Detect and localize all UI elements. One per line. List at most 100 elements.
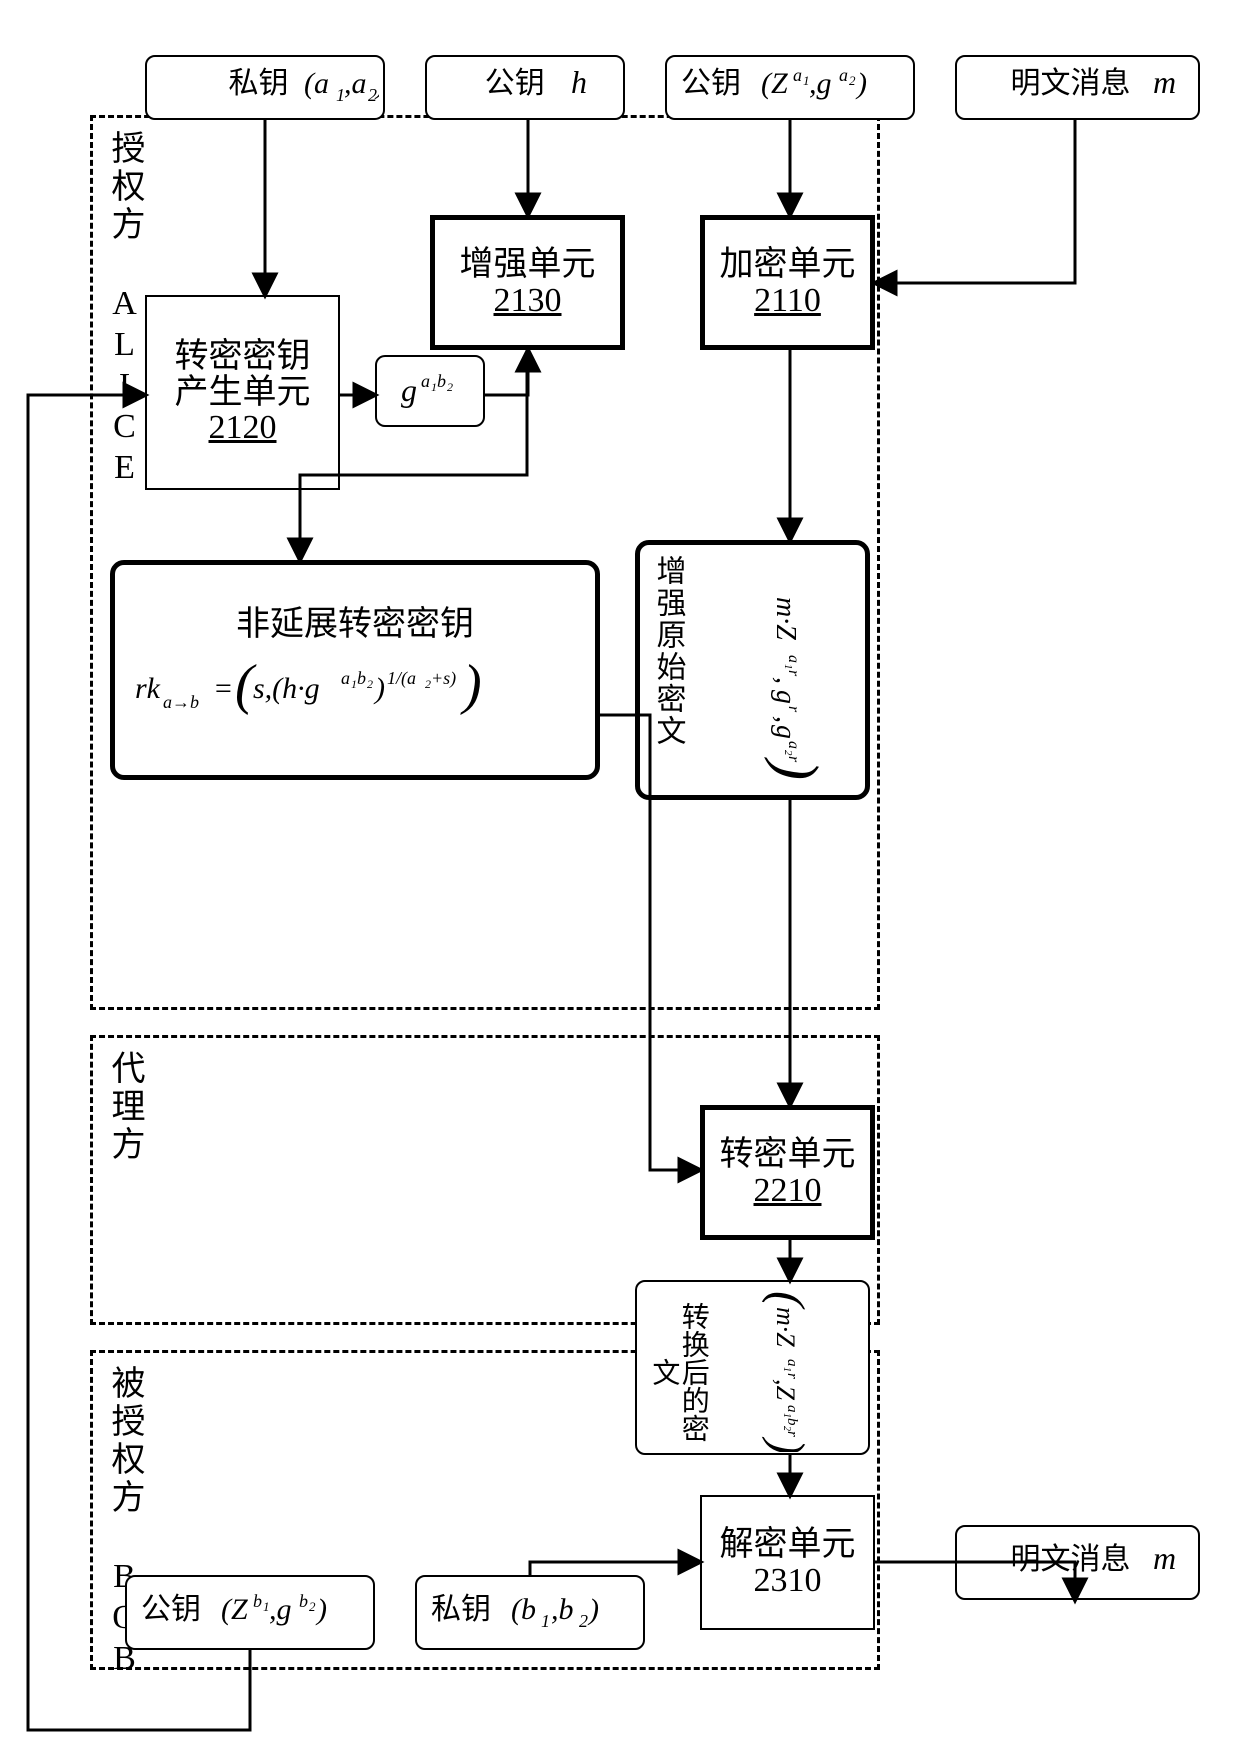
svg-text:): ): [587, 1593, 599, 1626]
group-alice-text: 授权方 ALICE: [106, 130, 143, 490]
node-msg-in: 明文消息 m: [955, 55, 1200, 120]
svg-text:a: a: [839, 65, 848, 85]
dec-unit-l1: 解密单元: [720, 1527, 856, 1563]
svg-text:私钥: 私钥: [431, 1593, 491, 1626]
node-rk: 非延展转密密钥 rk a→b = ( s,(h·g a 1 b 2 ) 1/(a…: [110, 560, 600, 780]
node-cipher2: 转换后的密文 ( m·Z a 1 r ,Z a 1 b 2 r ): [635, 1280, 870, 1455]
svg-text:rk: rk: [135, 672, 161, 705]
reenc-unit-l1: 转密单元: [720, 1137, 856, 1173]
svg-text:m: m: [1153, 1540, 1176, 1576]
svg-text:2: 2: [579, 1611, 588, 1631]
svg-text:b: b: [437, 371, 446, 391]
svg-text:1: 1: [782, 664, 794, 670]
svg-text:明文消息: 明文消息: [1011, 67, 1146, 100]
svg-text:a: a: [793, 65, 802, 85]
svg-text:公钥: 公钥: [485, 67, 568, 100]
node-gen-unit: 转密密钥 产生单元 2120: [145, 295, 340, 490]
svg-text:g: g: [401, 372, 417, 408]
svg-text:(Z: (Z: [761, 67, 788, 100]
enh-unit-l1: 增强单元: [460, 247, 596, 283]
svg-text:): ): [764, 757, 830, 780]
svg-text:私钥: 私钥: [229, 67, 304, 100]
node-msg-out: 明文消息 m: [955, 1525, 1200, 1600]
rk-math: rk a→b = ( s,(h·g a 1 b 2 ) 1/(a 2 +s) ): [120, 643, 590, 733]
svg-text:2: 2: [367, 677, 373, 691]
svg-text:公钥: 公钥: [681, 67, 741, 100]
svg-text:a: a: [785, 741, 802, 749]
svg-text:2: 2: [849, 73, 856, 88]
node-reenc-unit: 转密单元 2210: [700, 1105, 875, 1240]
svg-text:g: g: [770, 725, 801, 739]
svg-text:2: 2: [447, 380, 453, 394]
svg-text:r: r: [785, 706, 802, 713]
enh-unit-num: 2130: [494, 283, 562, 319]
svg-text:m: m: [1153, 64, 1176, 100]
svg-text:,Z: ,Z: [771, 1379, 800, 1401]
svg-text:a: a: [784, 1405, 800, 1413]
group-proxy-label: 代理方: [100, 1050, 149, 1164]
svg-text:b: b: [253, 1591, 262, 1611]
rk-title: 非延展转密密钥: [236, 607, 474, 643]
svg-text:h: h: [571, 64, 587, 100]
gen-unit-l1: 转密密钥: [175, 339, 311, 375]
svg-text:b: b: [299, 1591, 308, 1611]
svg-text:a: a: [421, 371, 430, 391]
svg-text:m·Z: m·Z: [771, 1307, 800, 1347]
svg-text:r: r: [784, 1431, 800, 1437]
node-cipher1: 增强原始密文 ( m·Z a 1 r , g r , g a: [635, 540, 870, 800]
dec-unit-num: 2310: [754, 1563, 822, 1599]
svg-text:(a: (a: [304, 67, 329, 100]
node-enc-unit: 加密单元 2110: [700, 215, 875, 350]
svg-text:公钥: 公钥: [141, 1593, 201, 1626]
svg-text:+s): +s): [431, 668, 456, 689]
svg-text:): ): [761, 1436, 814, 1452]
node-sk-alice: 私钥 (a 1 ,a 2 ): [145, 55, 385, 120]
node-enh-unit: 增强单元 2130: [430, 215, 625, 350]
enc-unit-l1: 加密单元: [720, 247, 856, 283]
svg-text:m·Z: m·Z: [770, 597, 801, 640]
node-pk-bob: 公钥 (Z b 1 ,g b 2 ): [125, 1575, 375, 1650]
svg-text:(b: (b: [511, 1593, 536, 1626]
reenc-unit-num: 2210: [754, 1173, 822, 1209]
svg-text:,a: ,a: [344, 67, 367, 100]
enc-unit-num: 2110: [754, 283, 821, 319]
svg-text:r: r: [785, 670, 802, 677]
svg-text:b: b: [784, 1418, 800, 1426]
node-pk-h: 公钥 h: [425, 55, 625, 120]
svg-text:a: a: [785, 655, 802, 663]
svg-text:,: ,: [770, 716, 801, 723]
cipher1-math: ( m·Z a 1 r , g r , g a 2 r: [697, 550, 857, 800]
gen-unit-l2: 产生单元: [175, 375, 311, 411]
svg-text:,g: ,g: [809, 67, 832, 100]
node-g-ab: g a 1 b 2: [375, 355, 485, 427]
gen-unit-num: 2120: [209, 410, 277, 446]
svg-text:,b: ,b: [551, 1593, 574, 1626]
node-pk-alice: 公钥 (Z a 1 ,g a 2 ): [665, 55, 915, 120]
svg-text:=: =: [213, 672, 233, 705]
diagram-canvas: 授权方 ALICE 代理方 被授权方 BOB 私钥 (a 1 ,a 2 ) 公钥…: [0, 0, 1240, 1763]
svg-text:2: 2: [309, 1599, 316, 1614]
svg-text:b: b: [357, 668, 366, 688]
svg-text:): ): [460, 654, 482, 716]
svg-text:明文消息: 明文消息: [1011, 1543, 1146, 1576]
svg-text:a: a: [784, 1359, 800, 1367]
svg-text:): ): [373, 672, 385, 705]
svg-text:): ): [315, 1593, 327, 1626]
cipher1-title: 增强原始密文: [652, 555, 684, 747]
svg-text:,: ,: [770, 677, 801, 684]
svg-text:a→b: a→b: [163, 692, 199, 712]
node-sk-bob: 私钥 (b 1 ,b 2 ): [415, 1575, 645, 1650]
svg-text:,g: ,g: [269, 1593, 292, 1626]
node-dec-unit: 解密单元 2310: [700, 1495, 875, 1630]
group-alice-label: 授权方 ALICE: [100, 130, 149, 490]
svg-text:g: g: [770, 690, 801, 704]
svg-text:(Z: (Z: [221, 1593, 248, 1626]
svg-text:a: a: [341, 668, 350, 688]
svg-text:1/(a: 1/(a: [387, 668, 416, 689]
svg-text:): ): [855, 67, 867, 100]
svg-text:s,(h·g: s,(h·g: [253, 672, 320, 705]
group-proxy-text: 代理方: [106, 1050, 143, 1164]
cipher2-math: ( m·Z a 1 r ,Z a 1 b 2 r ): [692, 1287, 862, 1452]
svg-text:1: 1: [781, 1367, 792, 1372]
svg-text:1: 1: [541, 1611, 550, 1631]
